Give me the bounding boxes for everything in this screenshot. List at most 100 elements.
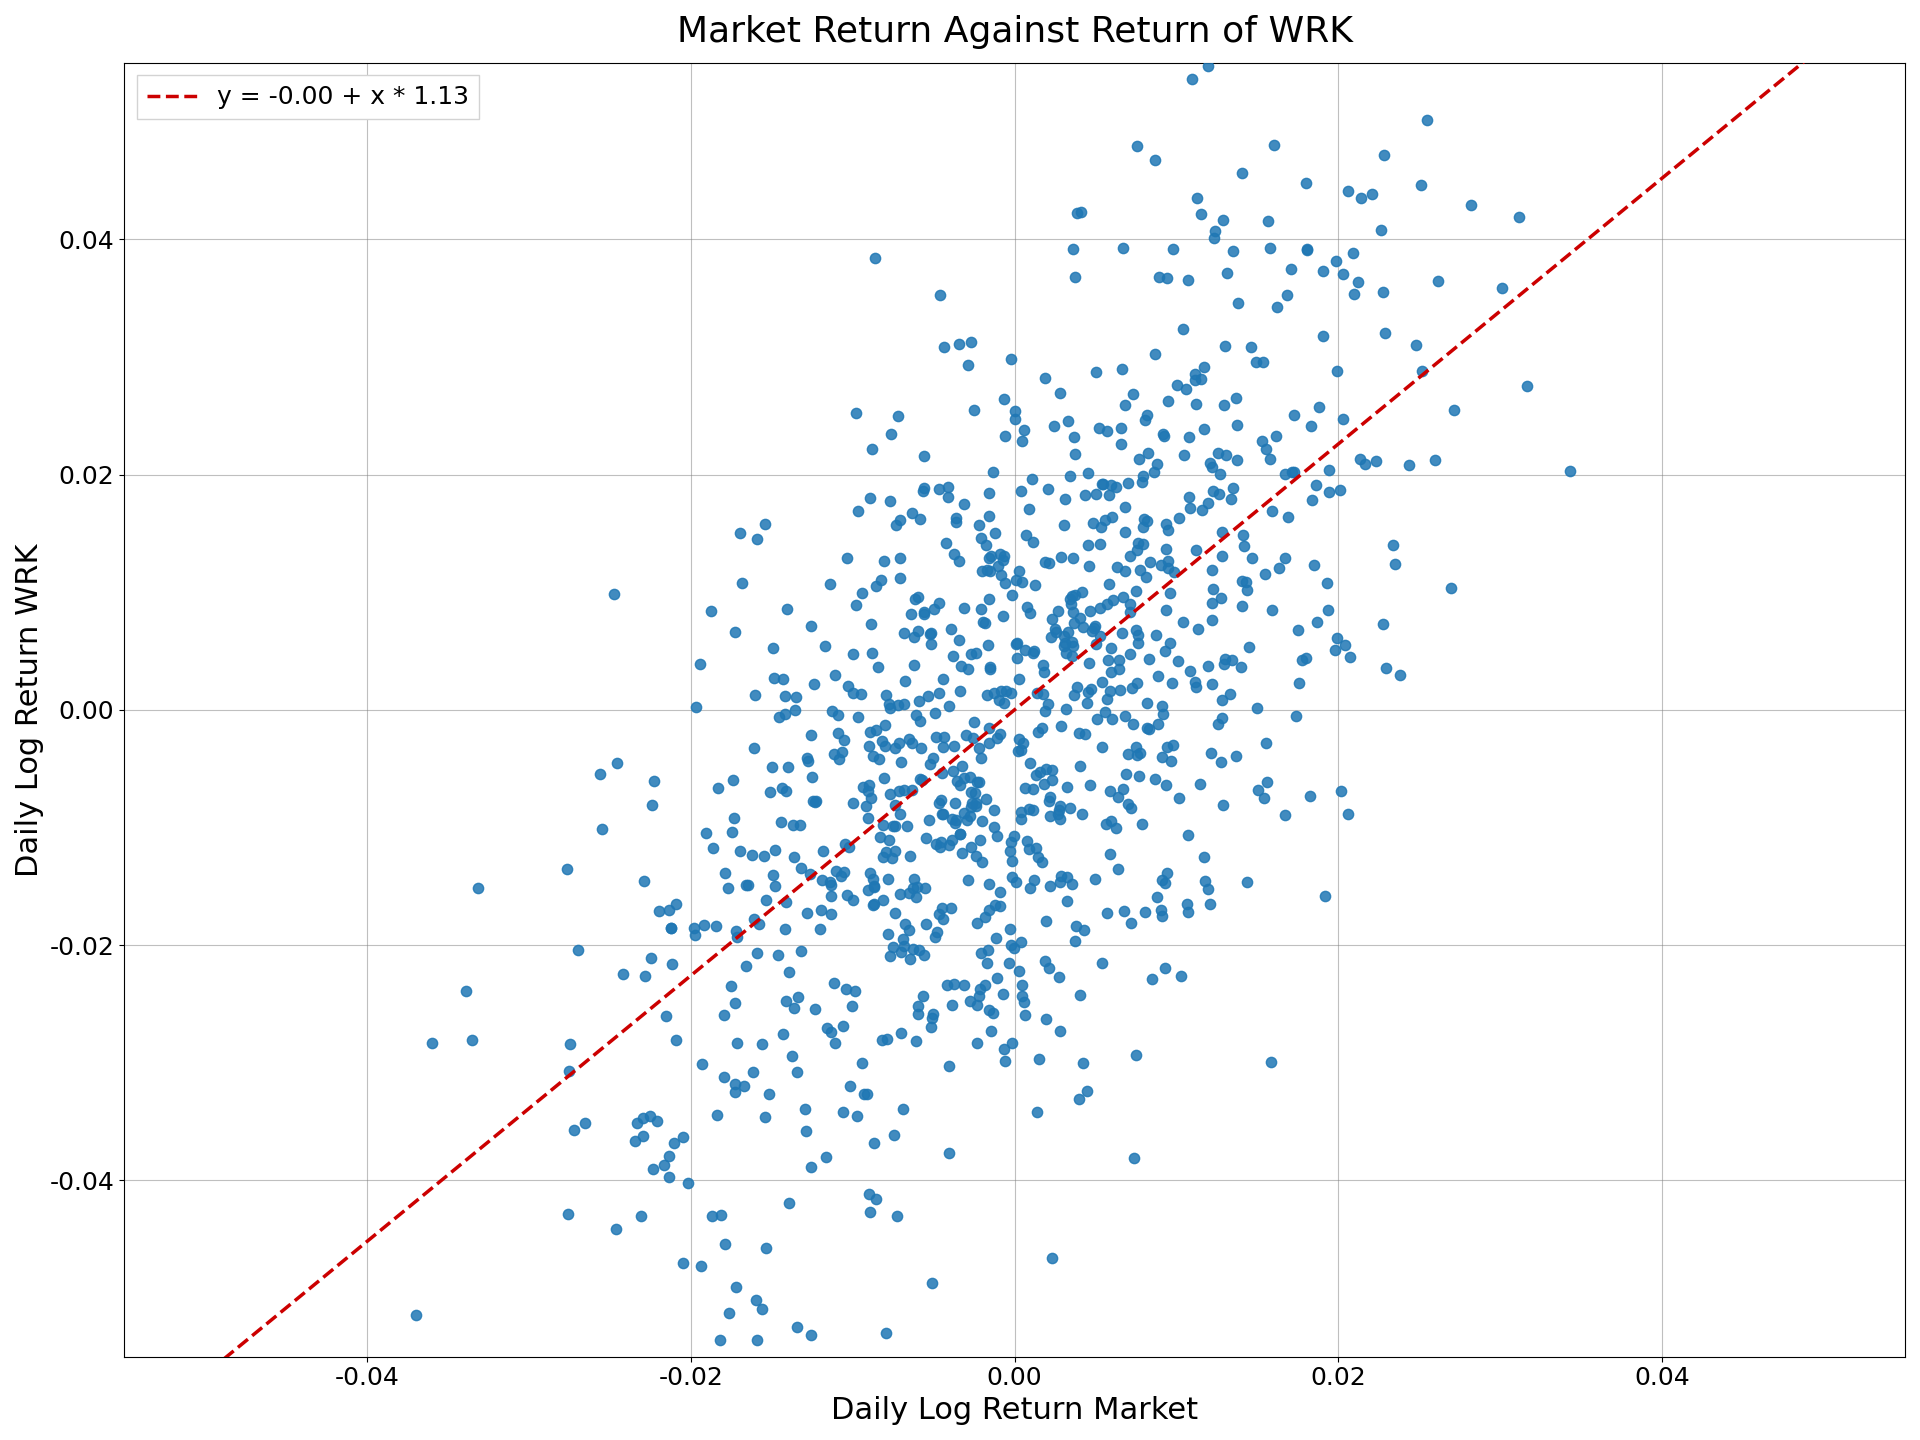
Point: [685, 1254, 716, 1277]
Point: [1127, 516, 1158, 539]
Point: [1248, 786, 1279, 809]
Point: [1123, 765, 1154, 788]
Point: [770, 890, 801, 913]
Point: [1104, 648, 1135, 671]
Point: [943, 769, 973, 792]
Point: [1020, 639, 1050, 662]
Point: [1006, 570, 1037, 593]
Point: [1236, 546, 1267, 569]
Point: [1365, 219, 1396, 242]
Point: [1029, 660, 1060, 683]
Point: [851, 795, 881, 818]
Point: [872, 923, 902, 946]
Point: [964, 828, 995, 851]
Point: [908, 445, 939, 468]
Point: [1027, 683, 1058, 706]
Point: [1094, 779, 1125, 802]
Point: [973, 873, 1004, 896]
Point: [1158, 238, 1188, 261]
Point: [1240, 351, 1271, 374]
Point: [945, 773, 975, 796]
Point: [1206, 707, 1236, 730]
Point: [900, 704, 931, 727]
Point: [680, 923, 710, 946]
Point: [854, 773, 885, 796]
Point: [741, 1289, 772, 1312]
Point: [837, 642, 868, 665]
Point: [1188, 845, 1219, 868]
Point: [814, 572, 845, 595]
Point: [768, 1022, 799, 1045]
Point: [1202, 713, 1233, 736]
Point: [868, 814, 899, 837]
Point: [1048, 514, 1079, 537]
Point: [588, 818, 618, 841]
Point: [956, 835, 987, 858]
Point: [1379, 553, 1409, 576]
Point: [1150, 871, 1181, 894]
Point: [1060, 914, 1091, 937]
Point: [858, 893, 889, 916]
Point: [1068, 919, 1098, 942]
Point: [1204, 482, 1235, 505]
Point: [703, 1104, 733, 1128]
Point: [1135, 552, 1165, 575]
Point: [1198, 480, 1229, 503]
Point: [972, 684, 1002, 707]
Point: [1004, 727, 1035, 750]
Point: [1258, 598, 1288, 621]
Point: [599, 583, 630, 606]
Point: [1006, 801, 1037, 824]
Point: [941, 510, 972, 533]
Point: [781, 1315, 812, 1338]
Point: [828, 1014, 858, 1037]
Point: [1021, 721, 1052, 744]
Point: [858, 868, 889, 891]
Point: [985, 881, 1016, 904]
Point: [1140, 886, 1171, 909]
Point: [1108, 585, 1139, 608]
Point: [1073, 600, 1104, 624]
Point: [760, 840, 791, 863]
Point: [868, 845, 899, 868]
Point: [1004, 959, 1035, 982]
Point: [943, 333, 973, 356]
Point: [1125, 742, 1156, 765]
Y-axis label: Daily Log Return WRK: Daily Log Return WRK: [15, 543, 44, 877]
Point: [1025, 760, 1056, 783]
Point: [630, 870, 660, 893]
Point: [1162, 649, 1192, 672]
Point: [730, 873, 760, 896]
Point: [1000, 399, 1031, 422]
Point: [933, 475, 964, 498]
Point: [1087, 736, 1117, 759]
Point: [895, 845, 925, 868]
Point: [831, 883, 862, 906]
Point: [1110, 704, 1140, 727]
Point: [877, 847, 908, 870]
Point: [1023, 845, 1054, 868]
Point: [1263, 557, 1294, 580]
Point: [816, 700, 847, 723]
Point: [970, 788, 1000, 811]
Point: [1006, 480, 1037, 503]
Point: [924, 478, 954, 501]
Point: [559, 1119, 589, 1142]
Point: [806, 840, 837, 863]
Point: [918, 1002, 948, 1025]
Point: [697, 837, 728, 860]
Point: [1112, 471, 1142, 494]
Point: [952, 657, 983, 680]
Point: [1503, 206, 1534, 229]
Point: [1206, 688, 1236, 711]
Point: [987, 605, 1018, 628]
Point: [1043, 799, 1073, 822]
Point: [924, 792, 954, 815]
Point: [995, 831, 1025, 854]
Point: [868, 768, 899, 791]
Point: [1133, 647, 1164, 670]
Point: [1313, 598, 1344, 621]
Point: [1108, 778, 1139, 801]
Point: [843, 500, 874, 523]
Point: [804, 917, 835, 940]
